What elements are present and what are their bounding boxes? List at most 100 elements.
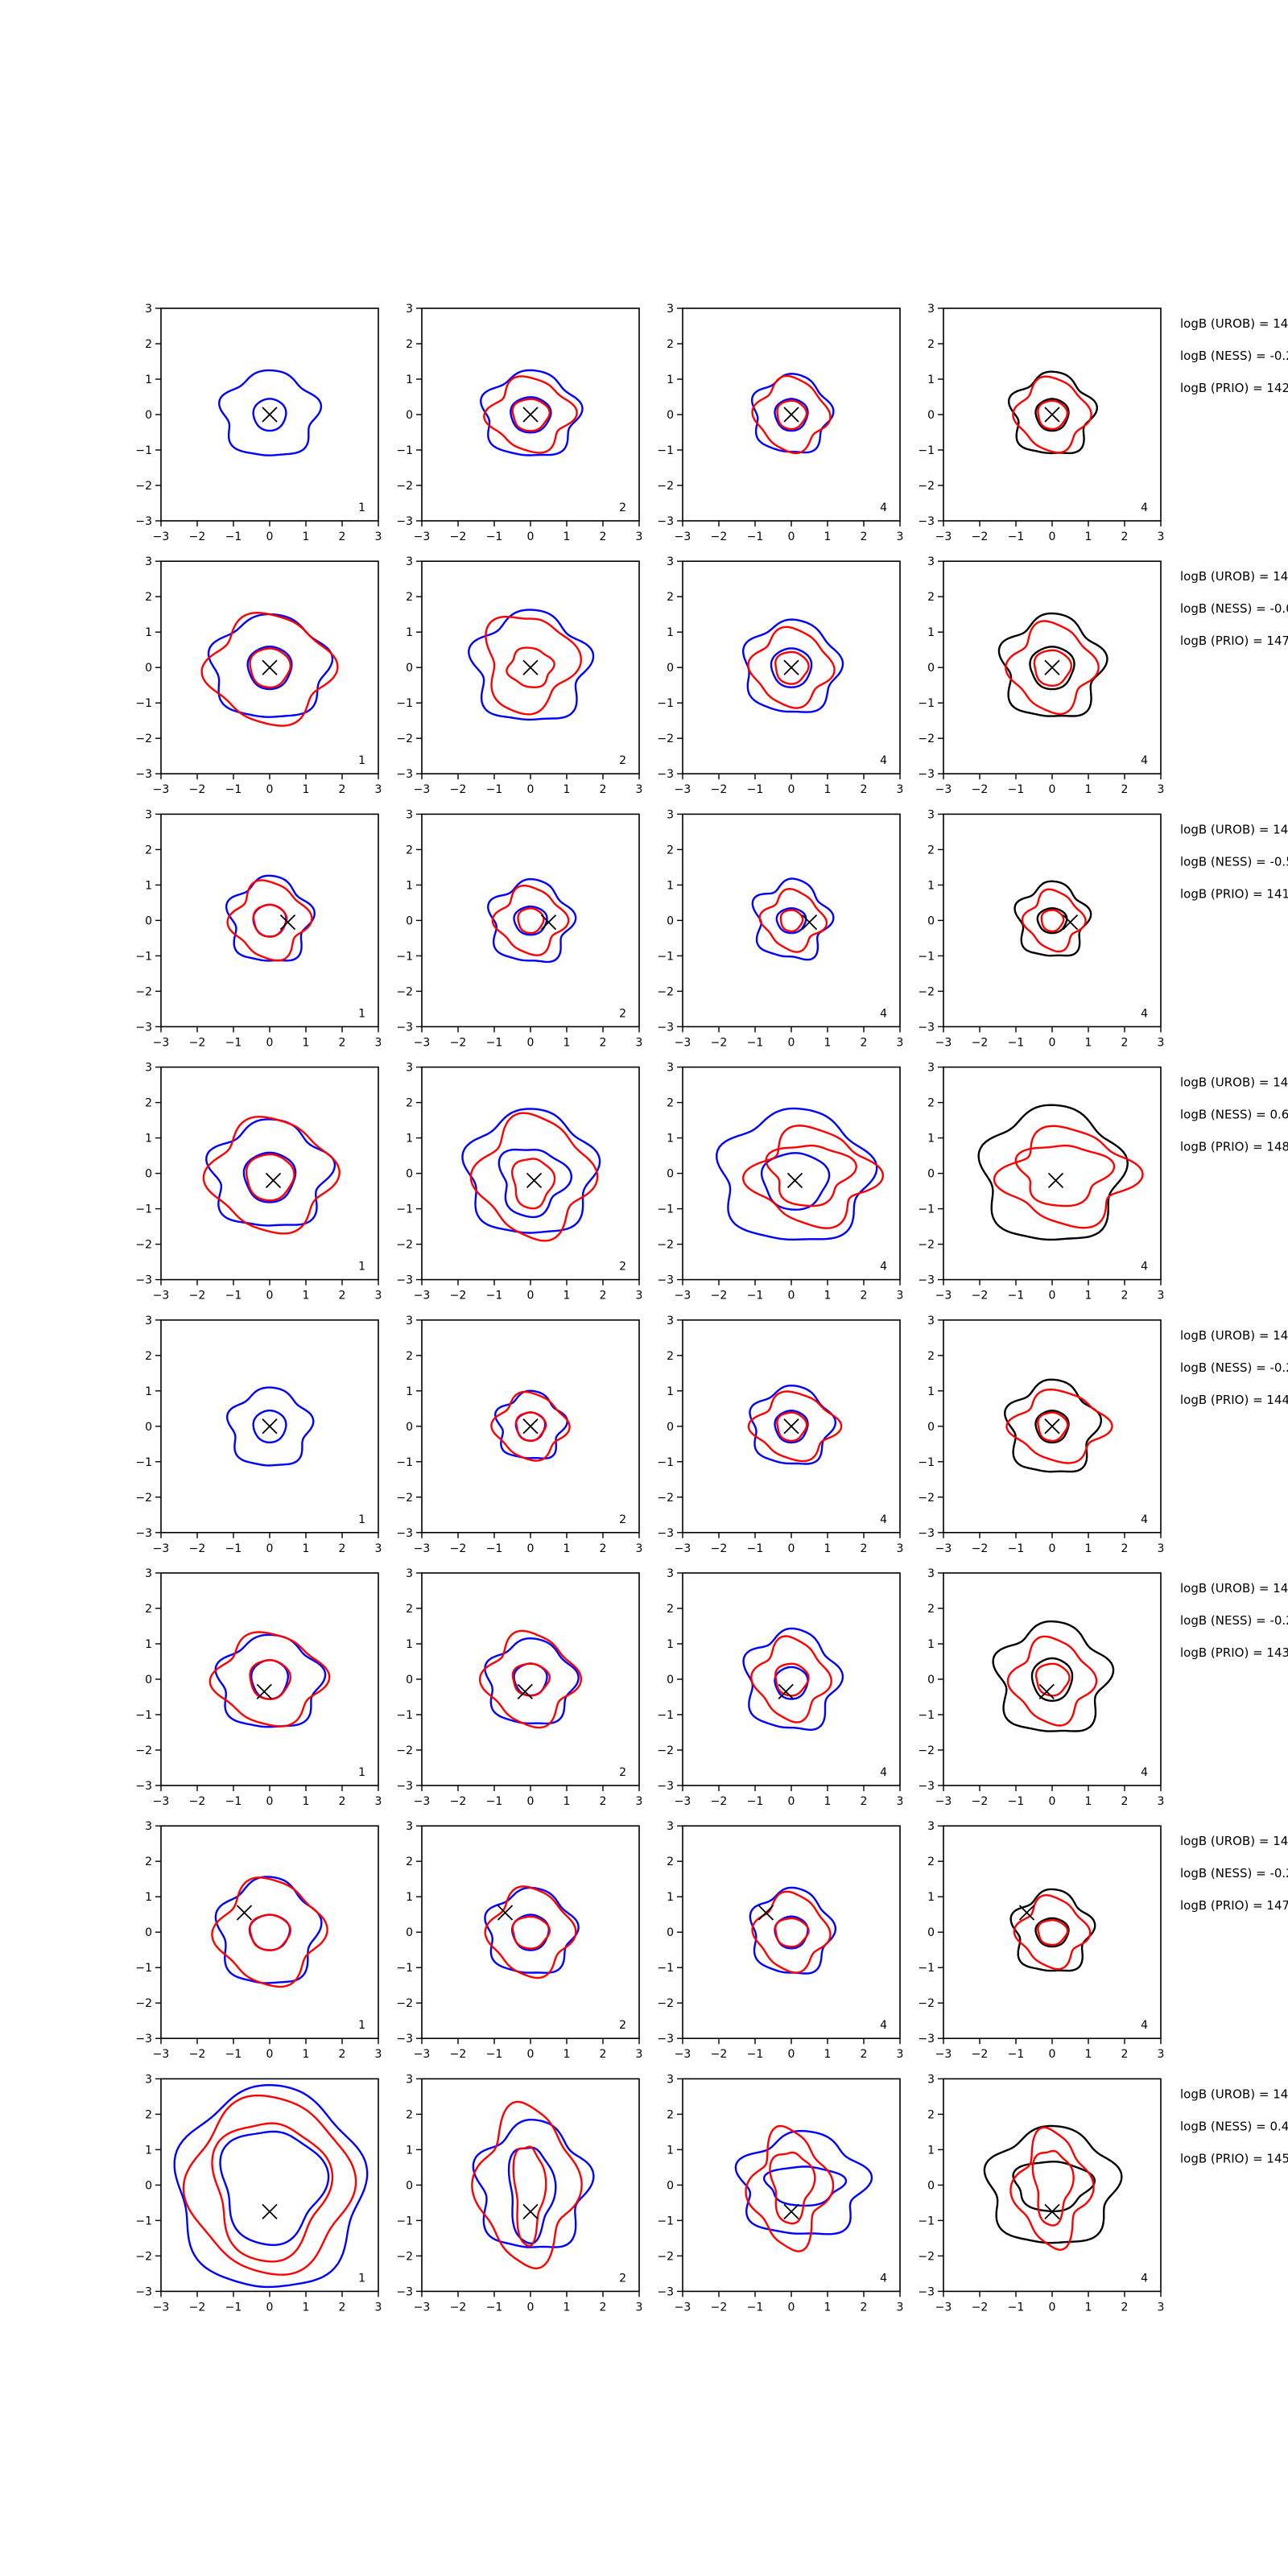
x-tick-label: 1 — [1085, 783, 1092, 796]
y-tick-label: −1 — [135, 1203, 152, 1216]
x-tick-label: 0 — [527, 783, 535, 796]
contour-lines — [202, 1116, 341, 1235]
y-tick-label: −1 — [396, 1962, 413, 1975]
x-tick-label: −1 — [225, 783, 242, 796]
panel-row: −3 −2 −1 0 1 2 3 −3 −2 −1 0 1 2 3 1 −3 −2 −1 0 1 2 3 −3 −2 −1 0 1 2… — [135, 1062, 1288, 1302]
contour-lines — [467, 609, 595, 721]
x-tick-label: −3 — [153, 2048, 170, 2061]
x-tick-label: 1 — [824, 2048, 832, 2061]
y-tick-label: 0 — [927, 914, 935, 927]
y-tick-label: 3 — [667, 808, 674, 821]
x-tick-label: −2 — [189, 783, 206, 796]
contour-panel: −3 −2 −1 0 1 2 3 −3 −2 −1 0 1 2 3 1 — [135, 1820, 382, 2061]
x-tick-label: −2 — [972, 1542, 989, 1555]
x-tick-label: −2 — [450, 2048, 467, 2061]
x-tick-label: 2 — [861, 1036, 868, 1049]
contour-line — [510, 1158, 556, 1210]
contour-panel: −3 −2 −1 0 1 2 3 −3 −2 −1 0 1 2 3 1 — [135, 1315, 382, 1555]
x-tick-label: 1 — [824, 530, 832, 543]
y-tick-label: −1 — [135, 2215, 152, 2227]
contour-lines — [977, 1104, 1144, 1241]
contour-line — [1014, 1144, 1116, 1208]
x-tick-label: 3 — [636, 1290, 643, 1302]
x-tick-label: −2 — [189, 530, 206, 543]
contour-line — [775, 906, 807, 935]
contour-line — [751, 374, 832, 455]
contour-panel: −3 −2 −1 0 1 2 3 −3 −2 −1 0 1 2 3 4 — [657, 1820, 903, 2061]
contour-line — [741, 1125, 885, 1229]
y-tick-label: 3 — [927, 303, 935, 316]
contour-line — [217, 369, 323, 456]
contour-line — [1034, 398, 1070, 432]
y-tick-label: 0 — [145, 1926, 152, 1939]
y-tick-label: −3 — [396, 1527, 413, 1540]
x-tick-label: 2 — [1121, 1795, 1129, 1808]
y-tick-label: 1 — [667, 374, 674, 386]
x-tick-label: 0 — [527, 2048, 535, 2061]
x-tick-label: 3 — [375, 1795, 382, 1808]
contour-line — [1008, 370, 1099, 455]
y-tick-label: 0 — [927, 1926, 935, 1939]
contour-lines — [478, 1629, 583, 1729]
contour-line — [745, 2124, 835, 2252]
contour-line — [497, 1148, 573, 1219]
x-marker — [262, 2203, 278, 2220]
y-tick-label: 1 — [145, 1638, 152, 1651]
x-marker — [1047, 1172, 1064, 1189]
x-tick-label: −2 — [711, 1542, 728, 1555]
x-tick-label: 0 — [1049, 2048, 1056, 2061]
contour-line — [747, 1390, 843, 1463]
y-tick-label: 0 — [667, 409, 674, 422]
contour-line — [779, 909, 804, 933]
y-tick-label: 0 — [406, 1674, 413, 1686]
contour-line — [1037, 1411, 1069, 1443]
contour-line — [252, 903, 288, 938]
y-tick-label: −1 — [918, 444, 935, 457]
panel-number: 2 — [619, 1007, 626, 1020]
x-marker — [522, 659, 539, 675]
y-tick-label: 2 — [667, 2108, 674, 2121]
contour-line — [1004, 1378, 1103, 1473]
y-tick-label: 3 — [927, 555, 935, 568]
y-tick-label: 1 — [145, 1385, 152, 1398]
contour-panel: −3 −2 −1 0 1 2 3 −3 −2 −1 0 1 2 3 2 — [396, 1567, 642, 1808]
contour-line — [249, 1659, 291, 1700]
x-tick-label: 0 — [788, 2048, 795, 2061]
y-tick-label: −2 — [396, 1744, 413, 1757]
x-tick-label: −1 — [225, 530, 242, 543]
x-tick-label: 2 — [861, 2048, 868, 2061]
y-tick-label: −2 — [396, 1997, 413, 2010]
x-tick-label: 2 — [339, 1795, 346, 1808]
x-tick-label: 1 — [564, 2048, 571, 2061]
y-tick-label: 0 — [145, 1421, 152, 1434]
x-tick-label: 1 — [564, 530, 571, 543]
contour-line — [478, 1629, 583, 1729]
y-tick-label: 0 — [145, 2179, 152, 2192]
panel-number: 4 — [1141, 2019, 1148, 2032]
y-tick-label: 2 — [667, 1350, 674, 1363]
logb-annotation: logB (PRIO) = 1474 — [1180, 634, 1288, 648]
x-tick-label: 1 — [564, 1795, 571, 1808]
x-tick-label: 2 — [339, 2301, 346, 2314]
contour-line — [1012, 375, 1092, 454]
x-marker — [778, 1683, 794, 1700]
contour-lines — [471, 2100, 595, 2270]
y-tick-label: −3 — [135, 1021, 152, 1034]
x-tick-label: 1 — [1085, 2048, 1092, 2061]
y-tick-label: 1 — [145, 2144, 152, 2157]
y-tick-label: 1 — [667, 2144, 674, 2157]
x-tick-label: 3 — [636, 1542, 643, 1555]
x-tick-label: 3 — [1158, 1290, 1165, 1302]
panel-number: 2 — [619, 1766, 626, 1779]
y-tick-label: −2 — [918, 1492, 935, 1505]
x-tick-label: 2 — [1121, 2048, 1129, 2061]
contour-panel: −3 −2 −1 0 1 2 3 −3 −2 −1 0 1 2 3 1 — [135, 1567, 382, 1808]
x-tick-label: 1 — [824, 1795, 832, 1808]
y-tick-label: 0 — [927, 409, 935, 422]
y-tick-label: −1 — [918, 950, 935, 963]
y-tick-label: 0 — [927, 1421, 935, 1434]
contour-lines — [734, 2124, 873, 2252]
x-tick-label: 0 — [1049, 1542, 1056, 1555]
x-tick-label: −2 — [972, 2301, 989, 2314]
contour-lines — [200, 611, 339, 727]
